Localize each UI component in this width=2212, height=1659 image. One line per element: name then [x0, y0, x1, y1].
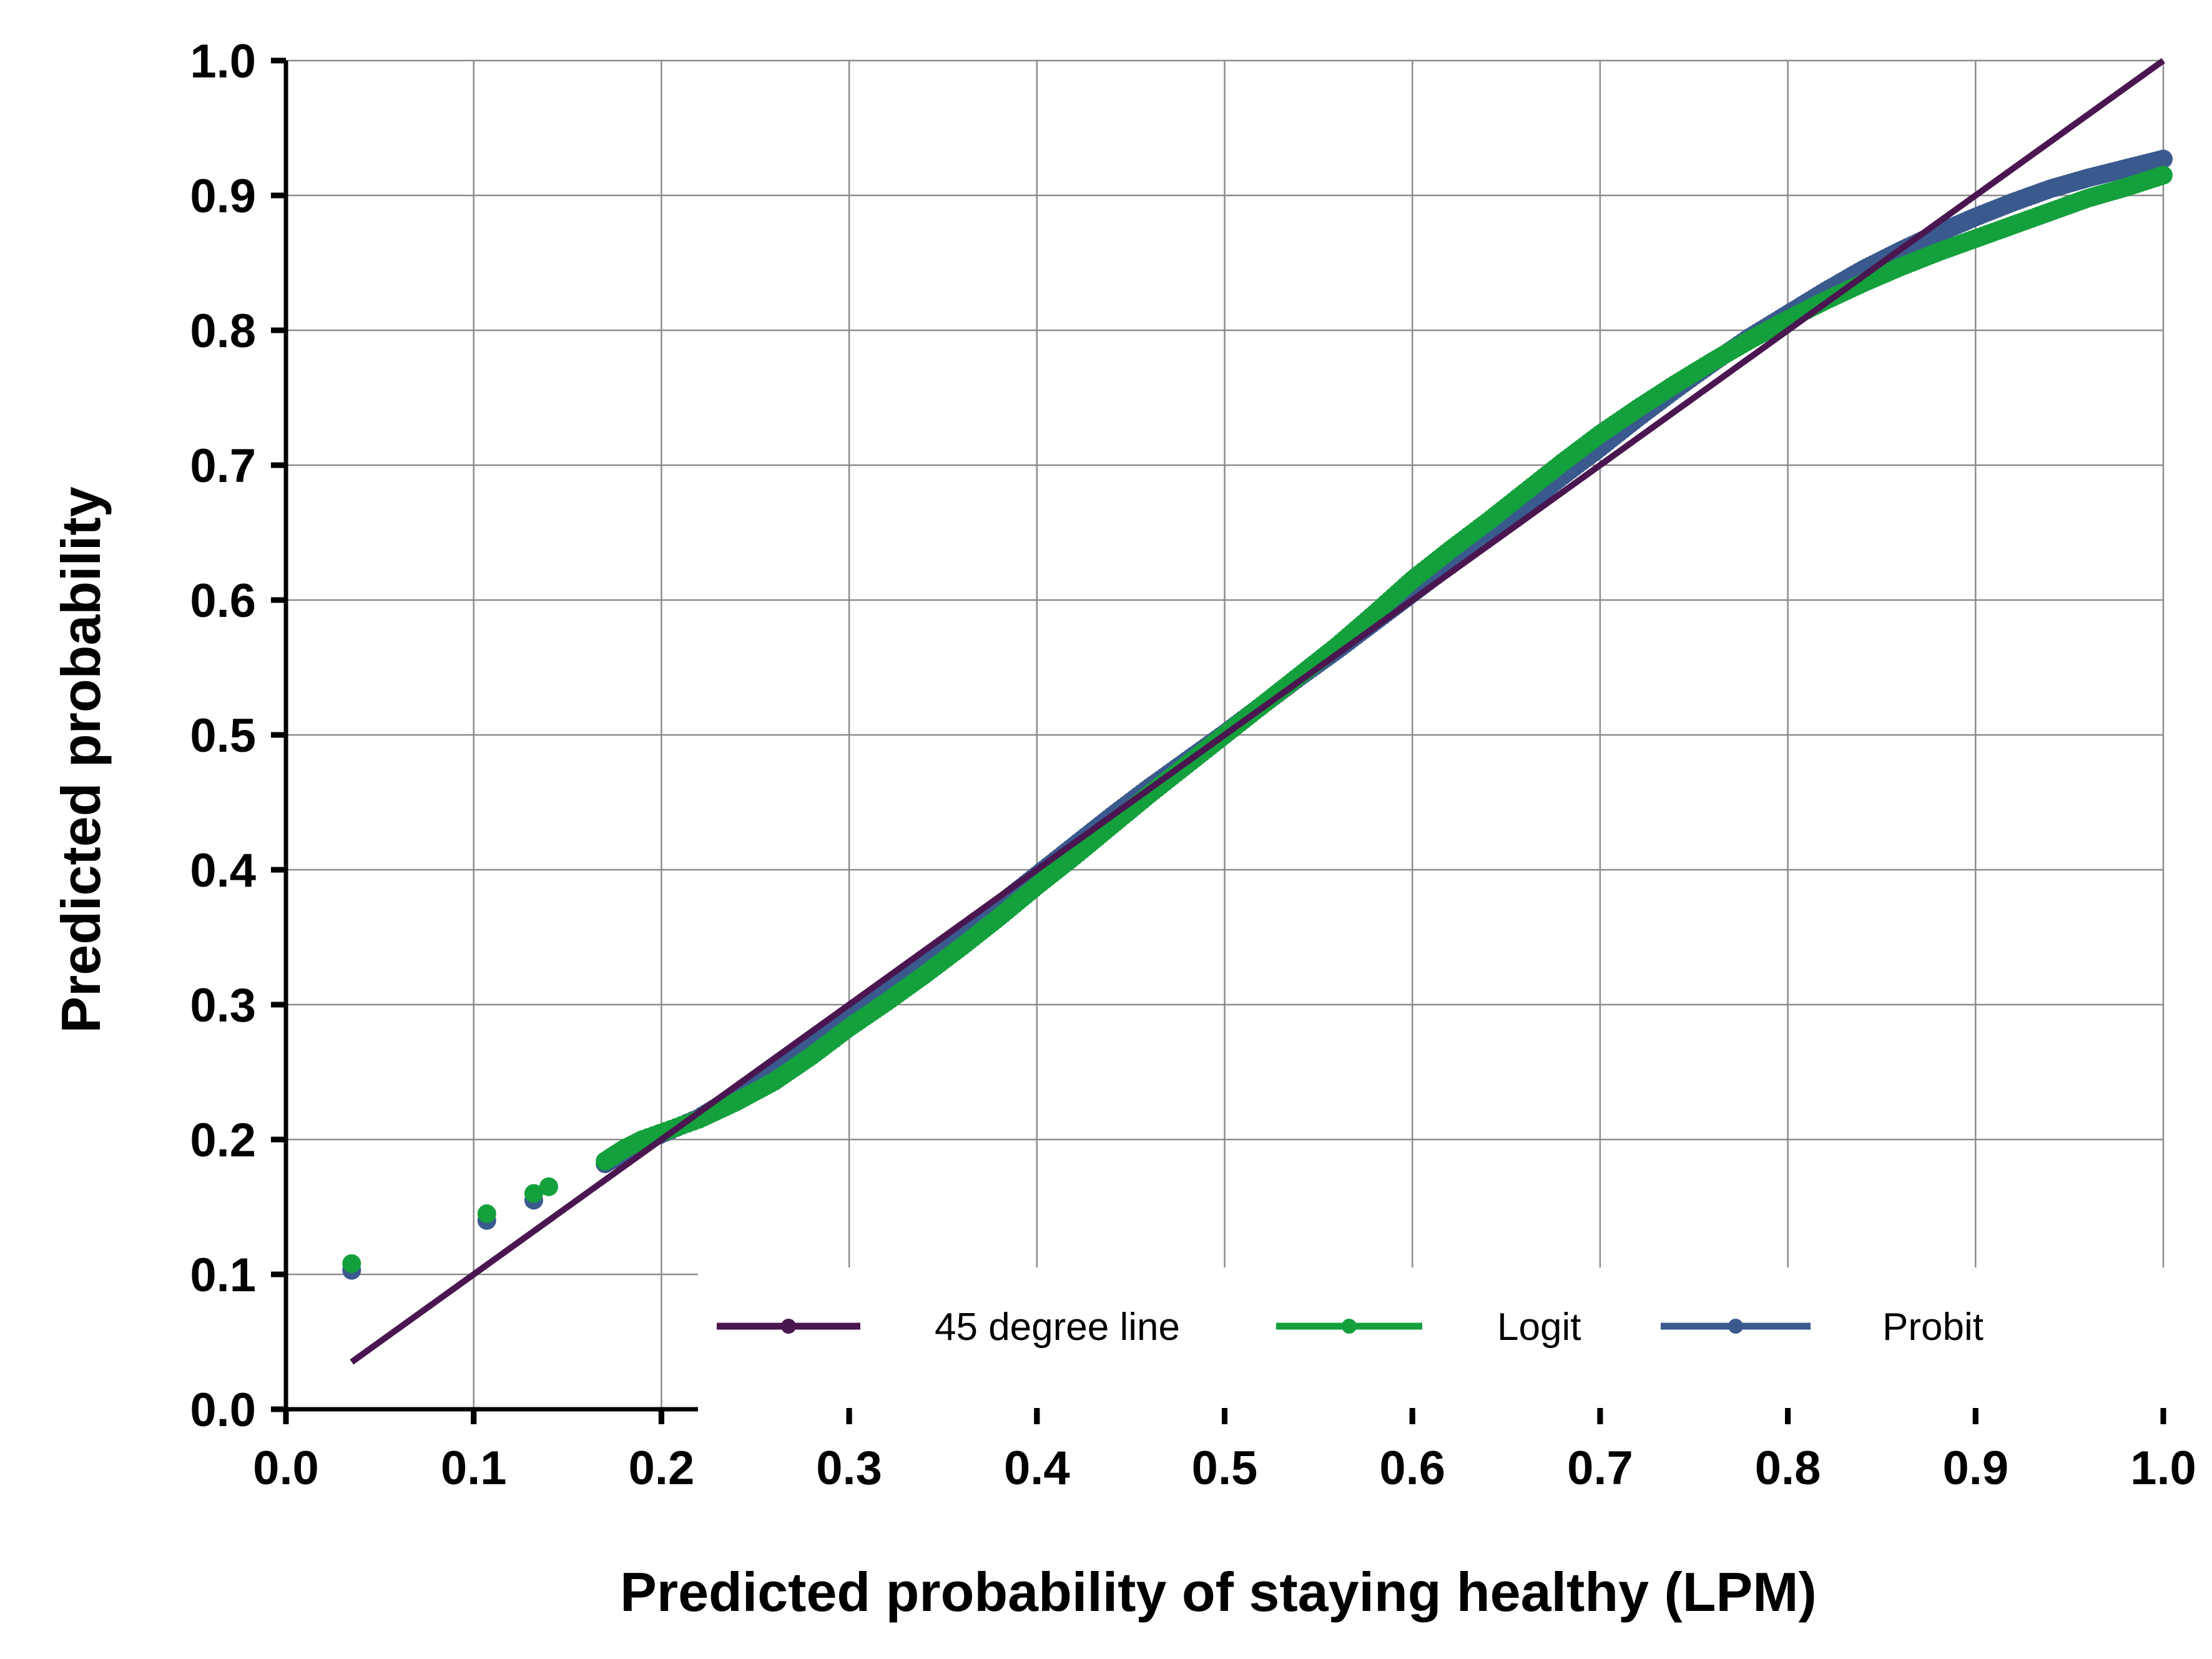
- x-tick-label: 0.1: [441, 1442, 507, 1495]
- legend-item-logit: Logit: [1257, 1268, 1644, 1412]
- x-tick-label: 0.9: [1942, 1442, 2008, 1495]
- series-logit: [342, 165, 2173, 1273]
- y-tick-label: 0.2: [190, 1114, 256, 1167]
- logit-point: [539, 1177, 558, 1196]
- legend-box: [1644, 1268, 2175, 1412]
- logit-point: [477, 1204, 496, 1223]
- x-tick-label: 0.7: [1567, 1442, 1633, 1495]
- legend-item-45-degree-line: 45 degree line: [698, 1268, 1257, 1412]
- x-tick-label: 0.0: [253, 1442, 319, 1495]
- y-tick-label: 0.8: [190, 305, 256, 358]
- y-tick-label: 1.0: [190, 35, 256, 88]
- y-tick-label: 0.4: [190, 844, 256, 897]
- y-axis-title: Predicted probability: [50, 486, 112, 1033]
- y-tick-label: 0.9: [190, 170, 256, 223]
- y-tick-label: 0.5: [190, 709, 256, 762]
- legend-label: 45 degree line: [935, 1306, 1180, 1349]
- plot-area: [342, 57, 2173, 1365]
- legend-box: [698, 1268, 1257, 1412]
- x-tick-label: 0.2: [629, 1442, 695, 1495]
- legend-label: Probit: [1882, 1306, 1983, 1349]
- x-tick-label: 0.5: [1192, 1442, 1258, 1495]
- legend-swatch-marker: [781, 1319, 796, 1334]
- x-axis-title: Predicted probability of staying healthy…: [620, 1561, 1817, 1623]
- legend-swatch-marker: [1342, 1319, 1357, 1334]
- y-tick-label: 0.3: [190, 979, 256, 1032]
- logit-point: [524, 1184, 543, 1203]
- y-tick-label: 0.7: [190, 440, 256, 493]
- series-45-degree-line: [350, 57, 2165, 1365]
- y-tick-label: 0.6: [190, 574, 256, 628]
- legend-item-probit: Probit: [1644, 1268, 2175, 1412]
- x-tick-label: 0.6: [1379, 1442, 1445, 1495]
- y-tick-label: 0.1: [190, 1249, 256, 1302]
- legend-label: Logit: [1497, 1306, 1581, 1349]
- legend: 45 degree line Logit Probit: [283, 1268, 2175, 1424]
- x-tick-label: 0.4: [1004, 1442, 1070, 1495]
- grid: [286, 59, 2165, 1409]
- logit-point: [342, 1254, 361, 1273]
- x-tick-label: 1.0: [2130, 1442, 2196, 1495]
- x-tick-label: 0.3: [816, 1442, 882, 1495]
- y-tick-label: 0.0: [190, 1384, 256, 1437]
- x-tick-label: 0.8: [1755, 1442, 1821, 1495]
- legend-box: [1257, 1268, 1644, 1412]
- probit-point: [2150, 150, 2169, 170]
- legend-swatch-marker: [1728, 1319, 1743, 1334]
- logit-point: [2150, 167, 2169, 186]
- x-axis-ticks-over-legend: [283, 1408, 2166, 1424]
